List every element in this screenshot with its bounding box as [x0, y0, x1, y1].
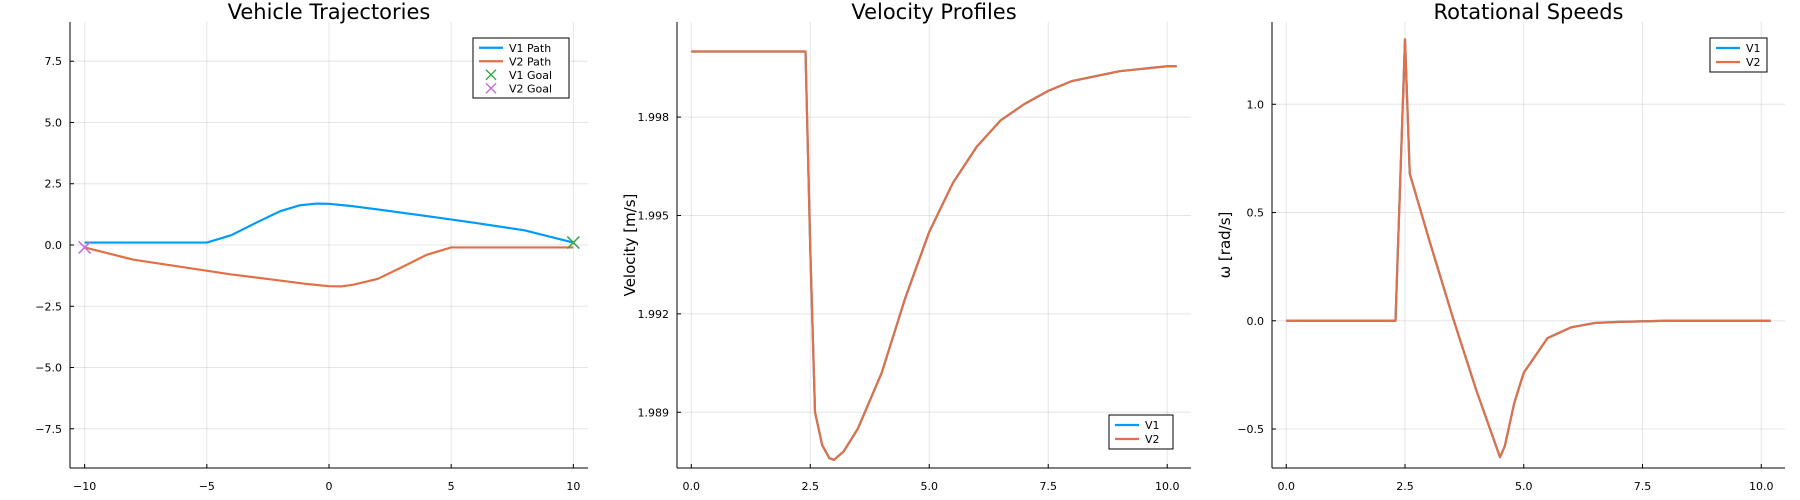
y-tick-label: 1.0: [1247, 98, 1265, 111]
legend-label: V2: [1145, 433, 1160, 446]
x-tick-label: 0.0: [683, 480, 701, 493]
x-tick-label: 10.0: [1749, 480, 1774, 493]
chart-title: Velocity Profiles: [851, 0, 1016, 24]
series-line-v2-path: [84, 246, 574, 288]
y-tick-label: −2.5: [35, 300, 62, 313]
series-line-v1-path: [84, 202, 574, 244]
x-tick-label: 5.0: [1515, 480, 1533, 493]
legend-label: V1: [1145, 419, 1160, 432]
y-tick-label: 0.0: [45, 239, 63, 252]
series-line-v1: [1286, 38, 1771, 459]
x-tick-label: 7.5: [1039, 480, 1057, 493]
series-marker-v2-goal: [78, 240, 92, 255]
x-tick-label: 7.5: [1634, 480, 1652, 493]
y-tick-label: 0.5: [1247, 207, 1265, 220]
legend-label: V1 Goal: [509, 69, 552, 82]
chart-panel-2: 0.0 2.5 5.0 7.5 10.0 1.989 1.992 1.995 1.998 Velo…: [621, 0, 1191, 493]
legend-box: [1108, 414, 1174, 450]
x-tick-label: 5: [448, 480, 455, 493]
y-tick-label: 1.992: [638, 308, 670, 321]
y-tick-label: 1.989: [638, 406, 670, 419]
y-tick-label: 7.5: [45, 55, 63, 68]
legend-box: [1709, 37, 1768, 73]
series-marker-v1-goal: [566, 235, 580, 250]
chart-panel-1: −10 −5 0 5 10 −7.5 −5.0 −2.5 0.0 2.5 5.0 7.5 Vehicle…: [35, 0, 588, 493]
series-line-v2: [1286, 38, 1771, 459]
legend-label: V2: [1746, 56, 1761, 69]
x-tick-label: 0: [326, 480, 333, 493]
x-tick-label: 5.0: [920, 480, 938, 493]
x-tick-label: −10: [73, 480, 96, 493]
chart-panel-3: 0.0 2.5 5.0 7.5 10.0 −0.5 0.0 0.5 1.0 Rotational …: [1216, 0, 1785, 493]
y-axis-label: ω [rad/s]: [1216, 212, 1234, 279]
y-tick-label: −5.0: [35, 362, 62, 375]
y-tick-label: 1.995: [638, 209, 670, 222]
x-tick-label: 10.0: [1155, 480, 1180, 493]
legend-label: V2 Path: [509, 55, 551, 68]
legend-swatch: [485, 82, 497, 94]
y-tick-label: 0.0: [1247, 315, 1265, 328]
series-line-v2: [691, 50, 1177, 461]
legend-label: V1: [1746, 42, 1761, 55]
legend-swatch: [485, 69, 497, 81]
y-tick-label: −7.5: [35, 423, 62, 436]
x-tick-label: 2.5: [802, 480, 820, 493]
x-tick-label: 0.0: [1278, 480, 1296, 493]
y-tick-label: −0.5: [1237, 423, 1264, 436]
x-tick-label: 10: [566, 480, 580, 493]
y-axis-label: Velocity [m/s]: [621, 194, 639, 297]
y-tick-label: 1.998: [638, 111, 670, 124]
y-tick-label: 2.5: [45, 178, 63, 191]
chart-title: Rotational Speeds: [1434, 0, 1624, 24]
y-tick-label: 5.0: [45, 116, 63, 129]
legend-label: V2 Goal: [509, 82, 552, 95]
x-tick-label: 2.5: [1396, 480, 1414, 493]
series-line-v1: [691, 50, 1177, 461]
x-tick-label: −5: [199, 480, 215, 493]
legend-label: V1 Path: [509, 42, 551, 55]
chart-title: Vehicle Trajectories: [228, 0, 431, 24]
